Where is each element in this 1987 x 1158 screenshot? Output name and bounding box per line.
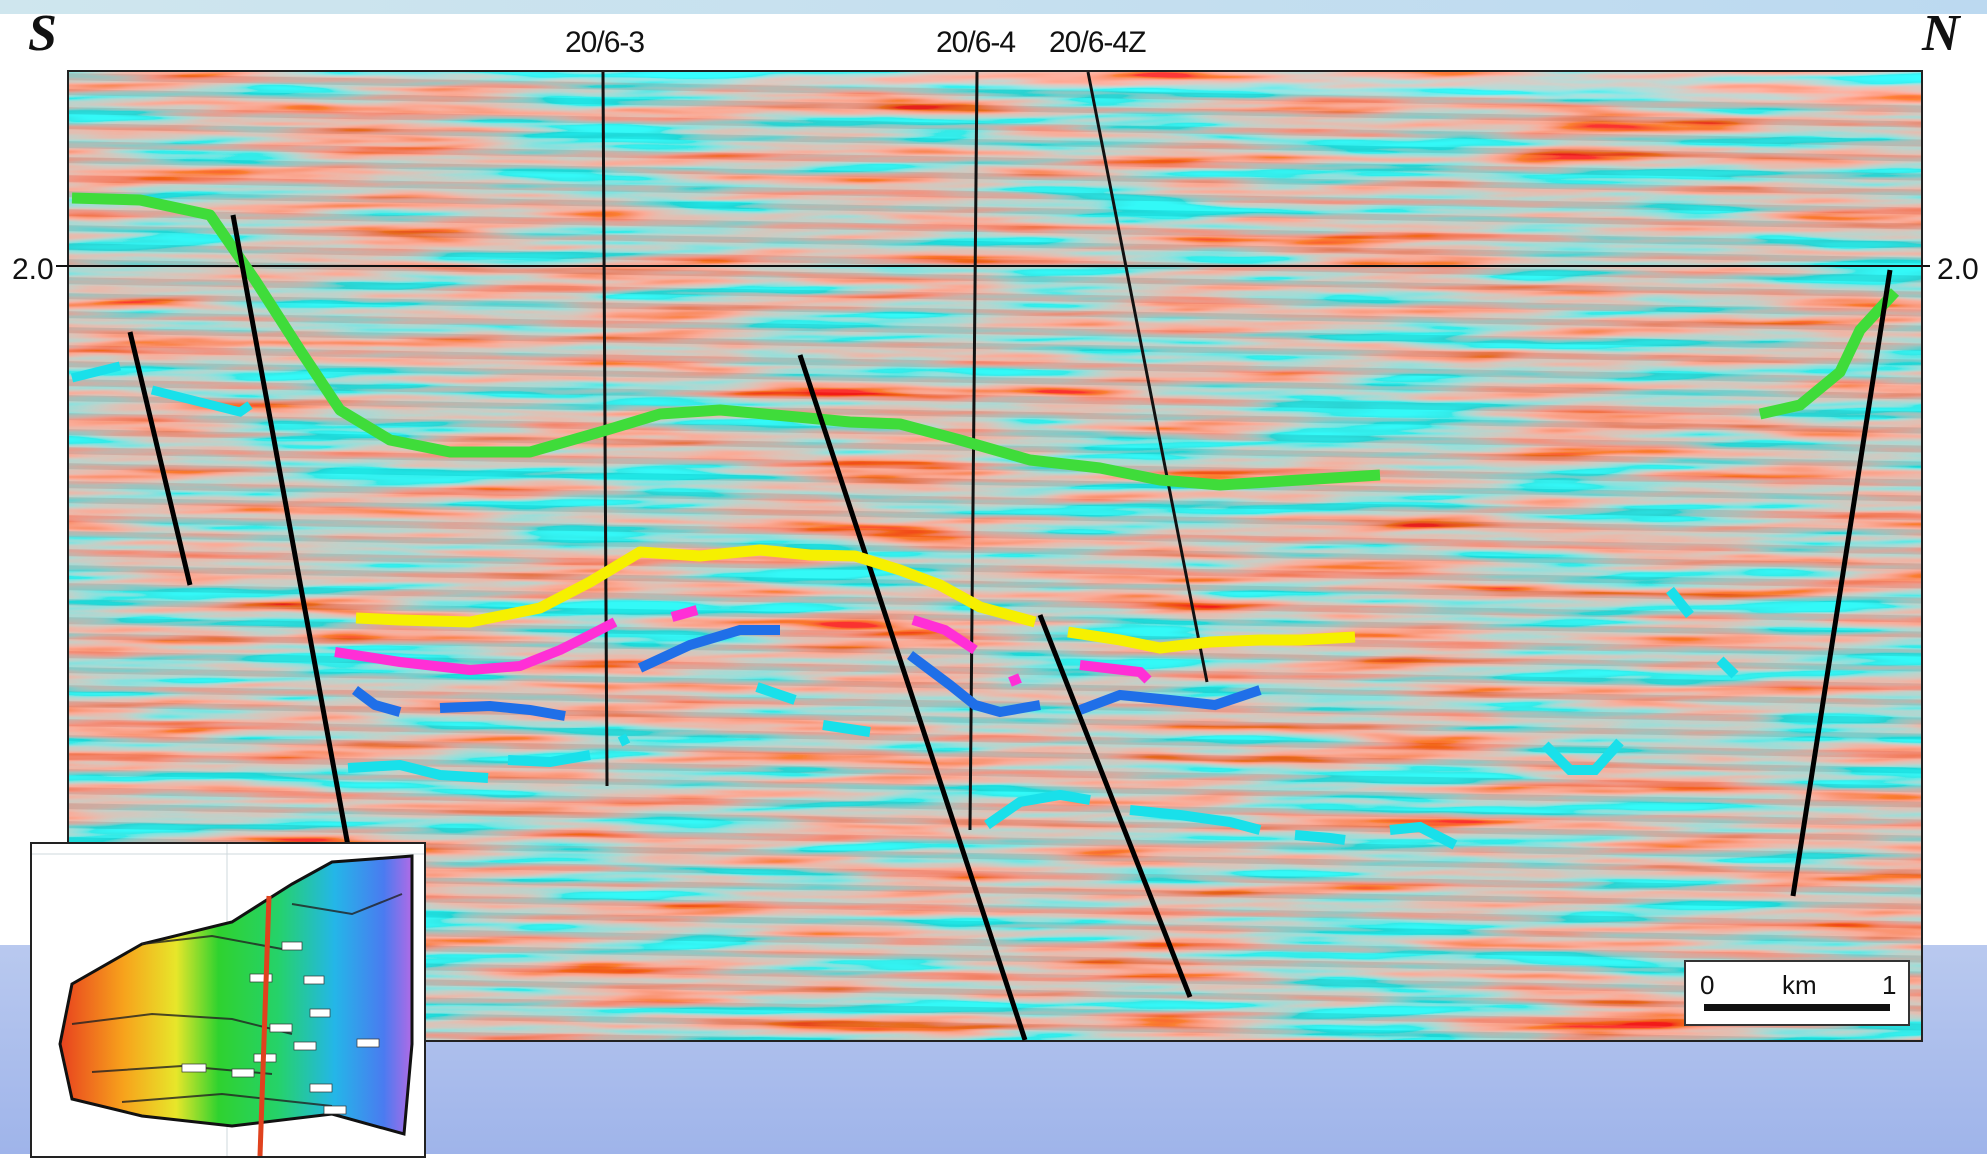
well-label-20-6-3: 20/6-3 [565,26,645,59]
scale-start: 0 [1700,970,1715,1000]
magenta-horizon-e [1079,660,1152,684]
blue-horizon-e [1078,685,1262,715]
yellow-horizon-east [1067,626,1356,654]
cyan-horizon-upper [70,361,122,383]
cyan-horizon-lower-k [1666,586,1694,619]
well-label-20-6-4z: 20/6-4Z [1049,26,1146,59]
scale-bar-line [1704,1004,1890,1011]
cyan-horizon-lower-d [755,682,797,705]
scale-unit: km [1782,970,1817,1000]
well-track-20-6-4z [1086,71,1209,683]
blue-horizon-c [637,625,780,673]
cyan-horizon-lower-j [1541,738,1624,775]
cyan-horizon-lower-g [1129,805,1262,835]
scale-end: 1 [1882,970,1897,1000]
south-label: S [28,5,57,62]
cyan-horizon-lower-b [507,750,591,768]
well-label-20-6-4: 20/6-4 [936,26,1016,59]
cyan-horizon-lower-i [1389,821,1458,850]
blue-horizon-b [439,700,566,721]
magenta-horizon-c [911,615,978,655]
yellow-horizon [355,544,1037,628]
blue-horizon-d [907,651,1041,718]
cyan-horizon-lower-c [617,733,631,747]
cyan-horizon-upper-b [150,385,253,417]
blue-horizon [352,686,402,717]
green-horizon [71,192,1381,491]
cyan-horizon-lower-h [1294,830,1346,845]
north-label: N [1922,5,1960,62]
magenta-horizon [334,617,618,675]
magenta-horizon-b [670,605,699,622]
cyan-horizon-lower-e [822,720,871,737]
magenta-horizon-d [1008,673,1022,687]
cyan-horizon-lower-f [984,789,1091,830]
cyan-horizon-lower [347,759,489,783]
section-frame [67,70,1923,1042]
cyan-horizon-lower-l [1716,656,1739,679]
time-label-left: 2.0 [12,253,54,286]
time-label-right: 2.0 [1937,253,1979,286]
top-band [0,0,1987,14]
scale-bar-box: 0 km 1 [1684,960,1910,1026]
faults [127,214,1893,1041]
location-map-inset [30,842,426,1158]
green-horizon-north [1758,288,1900,420]
